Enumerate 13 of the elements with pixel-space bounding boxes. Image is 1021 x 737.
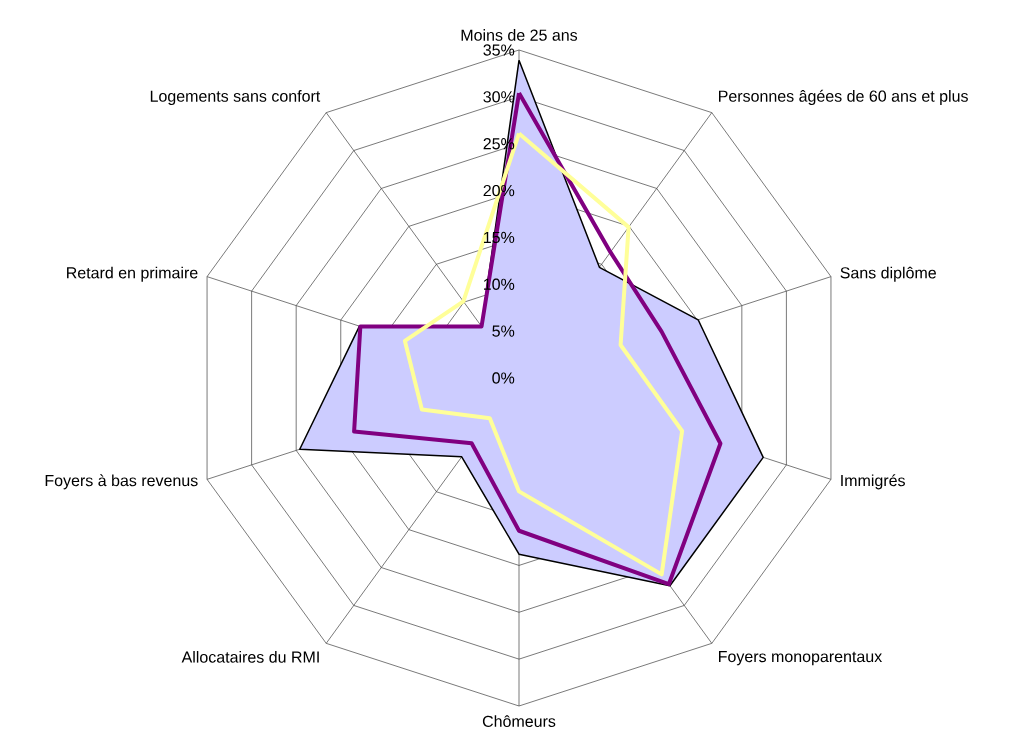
spoke-label: Immigrés	[841, 474, 905, 490]
spoke-label: Allocataires du RMI	[181, 651, 319, 663]
spoke-label: Foyers monoparentaux	[719, 651, 883, 666]
spoke-label: Moins de 25 ans	[461, 29, 578, 41]
y-tick-label: 35%	[483, 44, 515, 56]
spoke-label: Logements sans confort	[150, 90, 321, 105]
spoke-label: Personnes âgées de 60 ans et plus	[719, 89, 968, 105]
spoke-label: Chômeurs	[482, 715, 556, 727]
spoke-label: Foyers à bas revenus	[45, 474, 198, 490]
spoke-label: Retard en primaire	[67, 266, 198, 282]
y-tick-label: 5%	[492, 325, 515, 337]
spoke-label: Sans diplôme	[840, 266, 936, 282]
y-tick-label: 0%	[492, 372, 515, 384]
